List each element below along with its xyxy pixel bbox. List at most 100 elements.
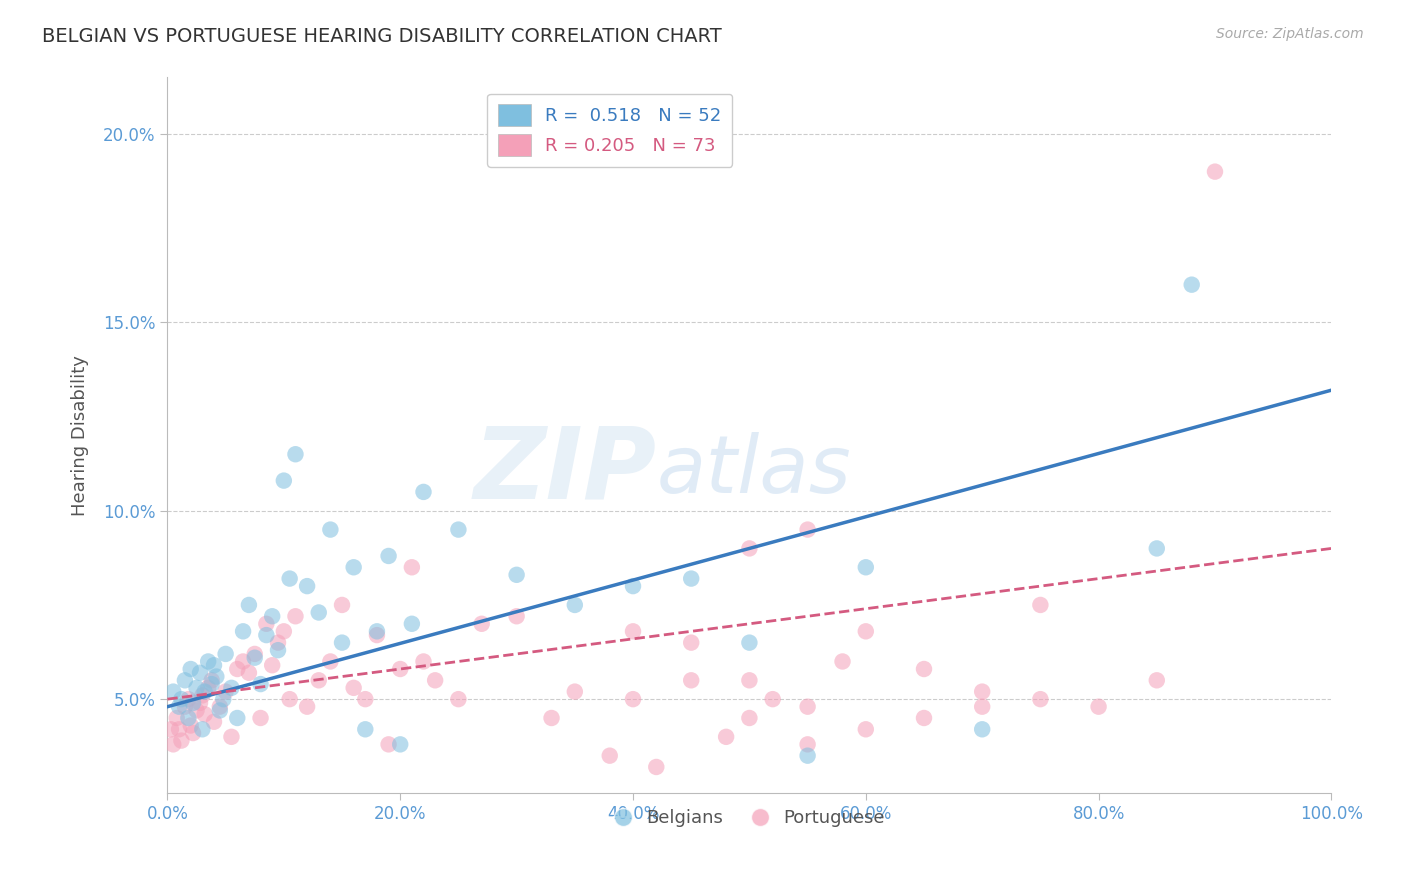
Point [170,692,193,706]
Point [186,703,208,717]
Point [831,655,853,669]
Point [1029,692,1052,706]
Point [796,699,818,714]
Legend: Belgians, Portuguese: Belgians, Portuguese [607,802,891,834]
Point [1204,164,1226,178]
Point [254,616,277,631]
Point [401,616,423,631]
Point [214,647,236,661]
Point [855,560,877,574]
Point [319,523,342,537]
Text: Source: ZipAtlas.com: Source: ZipAtlas.com [1216,27,1364,41]
Point [738,635,761,649]
Point [912,662,935,676]
Point [278,572,301,586]
Point [564,684,586,698]
Point [354,692,377,706]
Point [645,760,668,774]
Point [540,711,562,725]
Point [188,665,211,680]
Point [447,692,470,706]
Point [162,737,184,751]
Y-axis label: Hearing Disability: Hearing Disability [72,355,89,516]
Point [191,689,214,703]
Point [295,699,318,714]
Point [1087,699,1109,714]
Point [243,650,266,665]
Point [166,711,188,725]
Point [912,711,935,725]
Point [343,560,366,574]
Point [621,692,644,706]
Point [1181,277,1204,292]
Point [343,681,366,695]
Point [412,655,434,669]
Point [194,707,217,722]
Point [330,598,353,612]
Point [201,677,224,691]
Point [308,673,330,688]
Point [167,699,190,714]
Point [238,665,260,680]
Point [197,655,219,669]
Point [295,579,318,593]
Point [181,696,204,710]
Point [194,684,217,698]
Point [267,643,290,657]
Point [796,748,818,763]
Point [170,733,193,747]
Point [412,484,434,499]
Point [232,624,254,639]
Point [377,737,399,751]
Text: atlas: atlas [657,433,851,510]
Point [162,684,184,698]
Point [738,541,761,556]
Point [201,673,224,688]
Point [167,723,190,737]
Point [197,681,219,695]
Point [354,723,377,737]
Point [208,699,231,714]
Point [180,718,202,732]
Text: ZIP: ZIP [474,423,657,520]
Point [202,714,225,729]
Point [284,609,307,624]
Point [471,616,494,631]
Point [366,624,388,639]
Point [226,711,249,725]
Point [174,673,197,688]
Point [796,523,818,537]
Point [505,609,527,624]
Point [564,598,586,612]
Point [621,579,644,593]
Point [796,737,818,751]
Point [423,673,446,688]
Point [208,703,231,717]
Point [160,723,183,737]
Point [186,681,208,695]
Point [249,711,271,725]
Point [232,655,254,669]
Point [714,730,737,744]
Point [221,681,243,695]
Point [177,692,200,706]
Point [214,684,236,698]
Point [284,447,307,461]
Point [855,723,877,737]
Text: BELGIAN VS PORTUGUESE HEARING DISABILITY CORRELATION CHART: BELGIAN VS PORTUGUESE HEARING DISABILITY… [42,27,721,45]
Point [262,609,284,624]
Point [273,474,295,488]
Point [254,628,277,642]
Point [212,692,235,706]
Point [262,658,284,673]
Point [972,699,994,714]
Point [366,628,388,642]
Point [389,737,412,751]
Point [330,635,353,649]
Point [401,560,423,574]
Point [238,598,260,612]
Point [505,567,527,582]
Point [389,662,412,676]
Point [243,647,266,661]
Point [972,723,994,737]
